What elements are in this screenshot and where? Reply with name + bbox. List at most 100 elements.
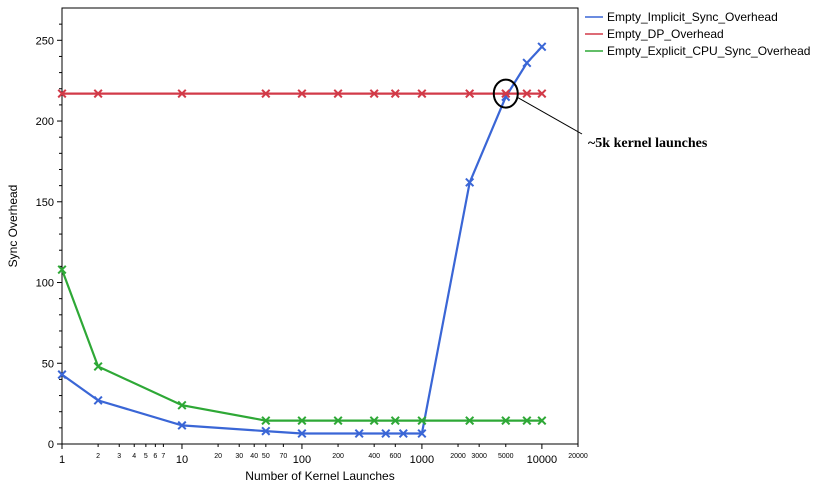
legend-label: Empty_DP_Overhead [607,27,724,41]
data-point [465,89,475,99]
marker-stroke [57,265,67,275]
marker-stroke [537,89,547,99]
x-minor-tick-label: 6 [153,453,157,460]
x-minor-tick-label: 70 [279,453,287,460]
data-point [465,177,475,187]
data-point [57,370,67,380]
data-point [381,428,391,439]
marker-stroke [177,89,187,99]
marker-stroke [333,89,343,99]
data-point [369,416,379,426]
data-point [537,89,547,99]
data-point [417,89,427,99]
x-tick-label: 1 [59,454,65,466]
marker-stroke [465,89,475,99]
x-minor-tick-label: 4 [132,453,136,460]
series-1 [57,89,547,99]
x-minor-tick-label: 2000 [450,453,466,460]
data-point [177,400,187,410]
data-point [354,428,364,439]
data-point [390,416,400,426]
series-layer [57,42,547,439]
data-point [537,416,547,426]
series-0 [57,42,547,439]
x-minor-tick-label: 3000 [471,453,487,460]
data-point [261,89,271,99]
x-minor-tick-label: 20000 [568,453,588,460]
marker-stroke [417,428,427,439]
marker-stroke [369,89,379,99]
x-axis-ticks: 1 10 100 1000 10000 2 3 4 5 6 7 20 30 40 50 70 200 400 600… [59,444,588,466]
marker-stroke [93,361,103,371]
legend: Empty_Implicit_Sync_Overhead Empty_DP_Ove… [585,10,810,58]
annotation-circle [492,78,519,109]
x-tick-label: 10000 [527,454,558,466]
series-line [60,269,542,422]
data-point [333,89,343,99]
marker-stroke [522,416,532,426]
y-tick-label: 50 [42,358,54,370]
y-tick-label: 250 [36,35,54,47]
marker-stroke [522,58,532,68]
marker-stroke [417,89,427,99]
marker-stroke [297,416,307,426]
legend-label: Empty_Explicit_CPU_Sync_Overhead [607,44,810,58]
data-point [57,265,67,275]
plot-area [61,7,579,445]
marker-stroke [261,416,271,426]
y-tick-label: 100 [36,278,54,290]
x-minor-tick-label: 50 [262,453,270,460]
marker-stroke [57,89,67,99]
data-point [465,416,475,426]
data-point [417,428,427,439]
data-point [522,89,532,99]
data-point [177,420,187,430]
annotation: ~5k kernel launches [492,78,708,151]
x-minor-tick-label: 5 [144,453,148,460]
marker-stroke [297,89,307,99]
marker-stroke [537,416,547,426]
y-axis-title: Sync Overhead [6,185,20,268]
x-tick-label: 1000 [410,454,434,466]
data-point [261,416,271,426]
series-line [61,46,543,435]
annotation-leader [517,97,583,135]
x-minor-tick-label: 20 [214,453,222,460]
marker-stroke [522,89,532,99]
data-point [417,416,427,426]
marker-stroke [354,428,364,439]
x-tick-label: 10 [176,454,188,466]
x-minor-tick-label: 400 [368,453,380,460]
legend-label: Empty_Implicit_Sync_Overhead [607,10,778,24]
marker-stroke [390,89,400,99]
marker-stroke [398,428,408,439]
x-minor-tick-label: 3 [117,453,121,460]
marker-stroke [501,89,511,99]
marker-stroke [93,89,103,99]
annotation-label: ~5k kernel launches [588,136,708,151]
x-minor-tick-label: 30 [235,453,243,460]
marker-stroke [57,370,67,380]
data-point [297,89,307,99]
data-point [177,89,187,99]
marker-stroke [297,428,307,439]
data-point [522,416,532,426]
data-point [93,89,103,99]
x-minor-tick-label: 200 [332,453,344,460]
data-point [333,416,343,426]
data-point [398,428,408,439]
y-tick-label: 150 [36,197,54,209]
x-minor-tick-label: 5000 [498,453,514,460]
data-point [261,426,271,436]
marker-stroke [177,420,187,430]
y-tick-label: 200 [36,116,54,128]
marker-stroke [261,426,271,436]
series-2 [57,265,547,426]
data-point [537,42,547,52]
marker-stroke [465,416,475,426]
data-point [501,416,511,426]
marker-stroke [333,416,343,426]
data-point [93,361,103,371]
y-axis-ticks: 0 50 100 150 200 250 [36,23,62,451]
